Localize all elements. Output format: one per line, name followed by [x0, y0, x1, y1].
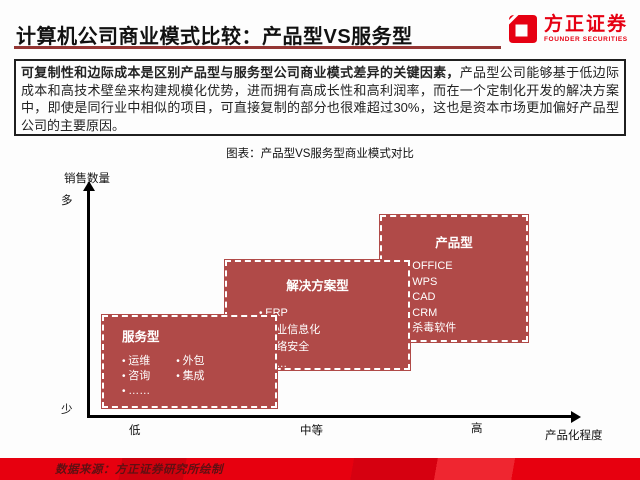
y-axis-min-label: 少	[61, 404, 73, 416]
figure-title: 图表：产品型VS服务型商业模式对比	[226, 148, 414, 160]
list-item: ……	[122, 384, 150, 399]
founder-securities-logo: 方正证券 FOUNDER SECURITIES	[505, 12, 628, 46]
x-axis-line	[87, 415, 573, 418]
list-item: 运维	[122, 354, 150, 369]
solution-type-title: 解决方案型	[286, 279, 349, 293]
title-underline	[14, 46, 501, 49]
data-source-text: 数据来源：方正证券研究所绘制	[55, 464, 223, 476]
service-type-list-col2: 外包 集成	[176, 354, 205, 399]
list-item: CAD	[406, 290, 526, 306]
list-item: ERP	[259, 305, 408, 322]
product-type-title: 产品型	[435, 236, 473, 250]
service-type-lists: 运维 咨询 …… 外包 集成	[122, 354, 275, 399]
summary-body: 产品型公司能够基于低边际成本和高技术壁垒来构建规模化优势，进而拥有高成长性和高利…	[21, 65, 619, 133]
service-type-title: 服务型	[122, 330, 160, 344]
x-tick-low: 低	[129, 425, 141, 437]
list-item: 咨询	[122, 369, 150, 384]
footer-bar: 数据来源：方正证券研究所绘制	[0, 458, 640, 480]
x-axis-label: 产品化程度	[545, 430, 603, 442]
list-item: 集成	[176, 369, 205, 384]
logo-english-name: FOUNDER SECURITIES	[543, 35, 628, 43]
list-item: OFFICE	[406, 259, 526, 275]
y-axis-arrow-icon	[82, 181, 95, 191]
list-item: 外包	[176, 354, 205, 369]
y-axis-label: 销售数量	[64, 173, 110, 185]
y-axis-max-label: 多	[61, 195, 73, 207]
list-item: ……	[406, 337, 526, 353]
x-tick-medium: 中等	[300, 425, 323, 437]
service-type-box: 服务型 运维 咨询 …… 外包 集成	[101, 314, 278, 409]
founder-logo-icon	[505, 12, 537, 43]
x-axis-arrow-icon	[571, 410, 581, 423]
solution-type-list: ERP 行业信息化 网络安全 ……	[259, 305, 408, 373]
page-title: 计算机公司商业模式比较：产品型VS服务型	[16, 26, 413, 48]
logo-text: 方正证券 FOUNDER SECURITIES	[544, 15, 628, 44]
list-item: 网络安全	[259, 339, 408, 356]
summary-highlight: 可复制性和边际成本是区别产品型与服务型公司商业模式差异的关键因素，	[21, 65, 460, 80]
list-item: 杀毒软件	[406, 321, 526, 337]
list-item: ……	[259, 356, 408, 373]
y-axis-line	[87, 190, 90, 417]
logo-chinese-name: 方正证券	[543, 13, 628, 35]
product-type-list: OFFICE WPS CAD CRM 杀毒软件 ……	[406, 259, 526, 352]
list-item: CRM	[406, 306, 526, 322]
list-item: 行业信息化	[259, 322, 408, 339]
summary-box: 可复制性和边际成本是区别产品型与服务型公司商业模式差异的关键因素，产品型公司能够…	[14, 59, 626, 136]
x-tick-high: 高	[471, 423, 483, 435]
service-type-list-col1: 运维 咨询 ……	[122, 354, 150, 399]
list-item: WPS	[406, 275, 526, 291]
